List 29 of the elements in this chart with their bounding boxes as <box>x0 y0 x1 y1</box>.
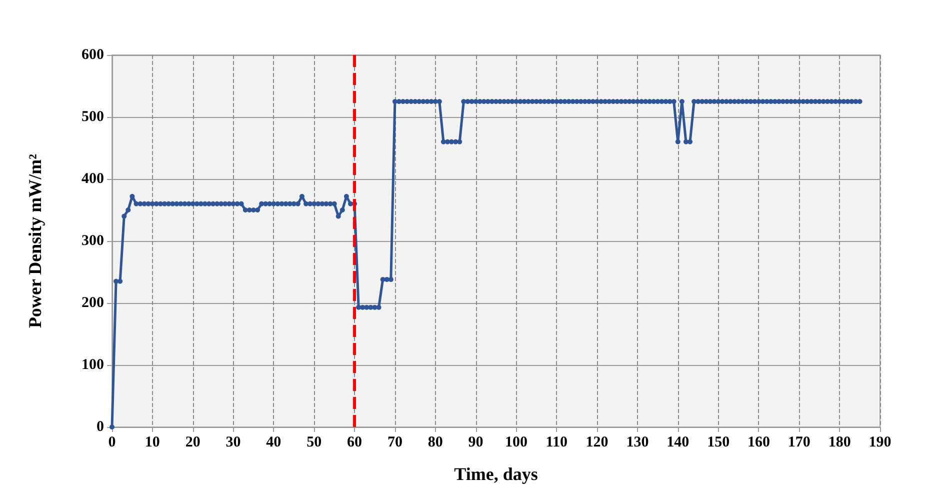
x-tick-label: 140 <box>666 434 690 450</box>
x-tick-label: 50 <box>306 434 322 450</box>
x-tick-label: 190 <box>868 434 892 450</box>
x-tick-label: 180 <box>828 434 851 450</box>
y-tick-label: 100 <box>82 357 104 373</box>
y-tick-label: 400 <box>82 171 104 187</box>
x-tick-label: 30 <box>226 434 241 450</box>
x-tick-label: 60 <box>347 434 362 450</box>
x-tick-label: 40 <box>266 434 282 450</box>
x-tick-label: 160 <box>747 434 770 450</box>
x-axis-title: Time, days <box>454 464 538 484</box>
y-tick-label: 600 <box>82 47 104 63</box>
x-tick-label: 0 <box>108 434 116 450</box>
y-tick-label: 200 <box>82 295 104 311</box>
x-tick-label: 10 <box>144 434 160 450</box>
x-tick-label: 90 <box>468 434 484 450</box>
y-tick-label: 0 <box>96 419 104 435</box>
x-tick-label: 120 <box>586 434 608 450</box>
x-tick-label: 110 <box>546 434 568 450</box>
x-tick-label: 80 <box>428 434 443 450</box>
x-tick-label: 20 <box>185 434 200 450</box>
x-tick-label: 130 <box>626 434 649 450</box>
x-tick-label: 100 <box>504 434 528 450</box>
y-tick-label: 300 <box>82 233 104 249</box>
x-tick-label: 70 <box>387 434 402 450</box>
x-tick-label: 150 <box>707 434 730 450</box>
y-tick-label: 500 <box>82 109 104 125</box>
x-tick-label: 170 <box>788 434 810 450</box>
y-axis-title: Power Density mW/m² <box>25 154 45 328</box>
